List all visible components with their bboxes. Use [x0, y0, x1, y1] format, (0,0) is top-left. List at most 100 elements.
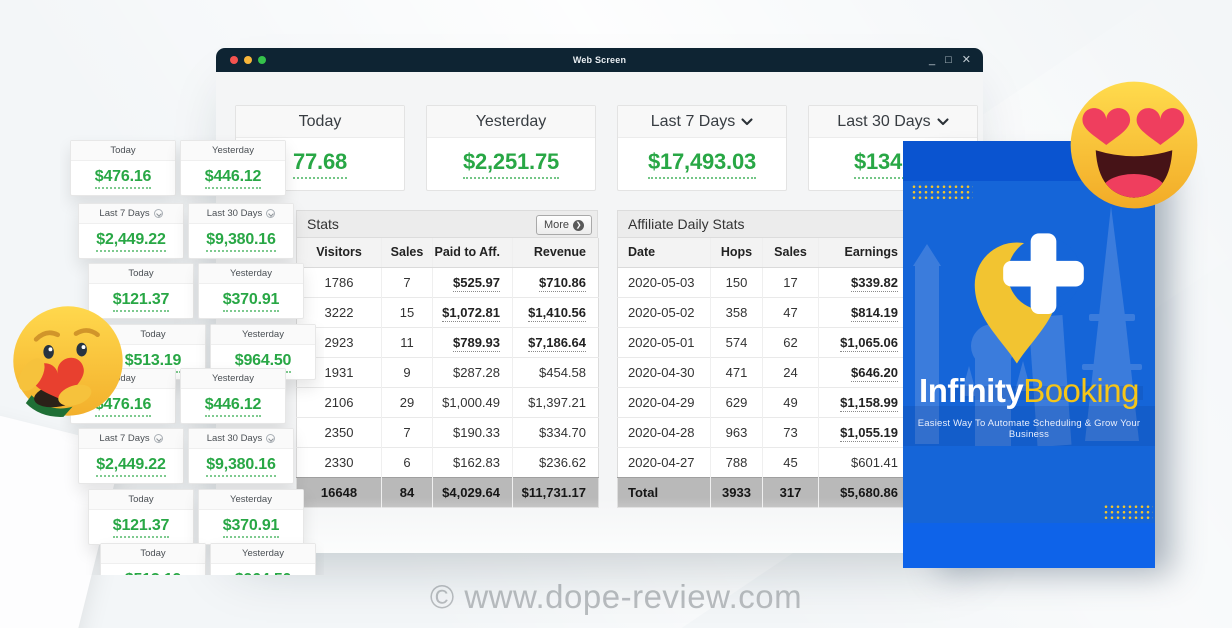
table-cell[interactable]: $646.20 [818, 357, 909, 387]
floating-card-header: Yesterday [211, 544, 315, 564]
floating-card-value[interactable]: $121.37 [112, 517, 169, 538]
maximize-icon[interactable]: □ [945, 53, 952, 66]
table-cell: 2020-04-30 [628, 364, 695, 380]
floating-stat-card: Last 7 Days $2,449.22 [78, 428, 184, 484]
stat-card-body: 77.68 [236, 138, 404, 190]
table-cell[interactable]: $1,065.06 [818, 327, 909, 357]
floating-card-header: Today [101, 544, 205, 564]
more-button-label: More [543, 219, 569, 231]
floating-card-value[interactable]: $2,449.22 [96, 231, 166, 252]
floating-card-header: Yesterday [199, 490, 303, 510]
table-cell[interactable]: $525.97 [432, 267, 513, 297]
stat-card-label: Yesterday [475, 112, 547, 130]
floating-card-label: Today [110, 373, 136, 384]
table-cell: 17 [762, 267, 819, 297]
table-cell: 2923 [324, 334, 354, 350]
floating-card-value[interactable]: $446.12 [204, 396, 261, 417]
floating-card-value[interactable]: $513.19 [125, 571, 182, 576]
floating-card-header: Today [71, 141, 175, 161]
traffic-light-minimize-icon[interactable] [244, 56, 252, 64]
table-row: 2020-05-03 150 17 $339.82 [617, 267, 909, 297]
table-row: 2020-04-29 629 49 $1,158.99 [617, 387, 909, 417]
table-cell[interactable]: $710.86 [512, 267, 599, 297]
floating-card-label: Last 7 Days [99, 208, 150, 219]
table-cell: 2020-05-01 [628, 334, 695, 350]
floating-card-value[interactable]: $121.37 [112, 291, 169, 312]
traffic-light-close-icon[interactable] [230, 56, 238, 64]
stat-card-value[interactable]: $17,493.03 [647, 149, 756, 179]
window-bottom-fade [216, 498, 983, 553]
floating-card-label: Yesterday [230, 494, 272, 505]
stat-card-header[interactable]: Last 30 Days [809, 106, 977, 138]
floating-card-body: $9,380.16 [189, 449, 293, 483]
browser-window: Web Screen _ □ ✕ Today 77.68 Yesterday $2,2… [216, 48, 983, 553]
floating-card-value[interactable]: $964.50 [235, 571, 292, 576]
table-cell: $601.41 [818, 447, 909, 477]
table-cell: 574 [710, 327, 763, 357]
table-cell: $1,000.49 [432, 387, 513, 417]
table-cell[interactable]: $1,410.56 [512, 297, 599, 327]
floating-card-header[interactable]: Last 7 Days [79, 429, 183, 449]
floating-card-body: $446.12 [181, 161, 285, 195]
close-icon[interactable]: ✕ [961, 53, 971, 66]
table-cell[interactable]: $789.93 [432, 327, 513, 357]
column-header: Paid to Aff. [432, 238, 513, 268]
affiliate-stats-table: Date Hops Sales Earnings 2020-05-03 150 17 $339… [617, 238, 909, 508]
floating-card-header[interactable]: Last 30 Days [189, 429, 293, 449]
floating-card-value[interactable]: $476.16 [94, 168, 151, 189]
product-title-part1: Infinity [919, 372, 1024, 409]
table-row: 1931 9 $287.28 $454.58 [296, 357, 599, 387]
product-title: InfinityBooking [903, 372, 1155, 410]
table-cell: 29 [381, 387, 433, 417]
more-button[interactable]: More [535, 215, 592, 235]
table-cell: 2020-04-28 [628, 424, 695, 440]
table-cell[interactable]: $7,186.64 [512, 327, 599, 357]
table-row: 2020-05-01 574 62 $1,065.06 [617, 327, 909, 357]
floating-card-header[interactable]: Last 7 Days [79, 204, 183, 224]
table-cell: 7 [381, 267, 433, 297]
table-cell: 629 [710, 387, 763, 417]
table-cell: $236.62 [512, 447, 599, 477]
floating-card-header[interactable]: Last 30 Days [189, 204, 293, 224]
floating-card-value[interactable]: $9,380.16 [206, 456, 276, 477]
table-cell[interactable]: $339.82 [818, 267, 909, 297]
floating-card-header: Yesterday [211, 325, 315, 345]
floating-card-header: Yesterday [199, 264, 303, 284]
stat-card-header[interactable]: Last 7 Days [618, 106, 786, 138]
table-cell[interactable]: $1,055.19 [818, 417, 909, 447]
stat-card-value[interactable]: 77.68 [292, 149, 347, 179]
floating-card-value[interactable]: $370.91 [222, 291, 279, 312]
floating-stat-card: Last 30 Days $9,380.16 [188, 428, 294, 484]
floating-card-body: $513.19 [101, 564, 205, 576]
floating-card-value[interactable]: $476.16 [94, 396, 151, 417]
floating-card-body: $9,380.16 [189, 224, 293, 258]
stat-card-value[interactable]: $2,251.75 [462, 149, 559, 179]
column-header: Date [617, 238, 711, 268]
affiliate-stats-panel: Affiliate Daily Stats Date Hops Sales Earni… [617, 210, 909, 508]
floating-card-label: Last 7 Days [99, 433, 150, 444]
table-cell[interactable]: $1,072.81 [432, 297, 513, 327]
floating-card-header: Yesterday [181, 369, 285, 389]
floating-card-header: Today [101, 325, 205, 345]
floating-card-value[interactable]: $9,380.16 [206, 231, 276, 252]
table-row: 2020-05-02 358 47 $814.19 [617, 297, 909, 327]
floating-card-label: Last 30 Days [206, 208, 263, 219]
floating-card-body: $476.16 [71, 161, 175, 195]
table-cell: 73 [762, 417, 819, 447]
table-cell[interactable]: $1,158.99 [818, 387, 909, 417]
table-cell: 2330 [324, 454, 354, 470]
column-header: Earnings [818, 238, 909, 268]
traffic-light-zoom-icon[interactable] [258, 56, 266, 64]
minimize-icon[interactable]: _ [929, 53, 936, 66]
floating-stat-card: Last 7 Days $2,449.22 [78, 203, 184, 259]
column-header: Hops [710, 238, 763, 268]
floating-card-value[interactable]: $446.12 [204, 168, 261, 189]
table-cell: 15 [381, 297, 433, 327]
window-controls: _ □ ✕ [929, 48, 971, 72]
table-cell[interactable]: $814.19 [818, 297, 909, 327]
table-cell: 2020-05-02 [628, 304, 695, 320]
floating-card-value[interactable]: $2,449.22 [96, 456, 166, 477]
window-titlebar: Web Screen _ □ ✕ [216, 48, 983, 72]
stat-card-label: Today [298, 112, 342, 130]
floating-card-value[interactable]: $370.91 [222, 517, 279, 538]
